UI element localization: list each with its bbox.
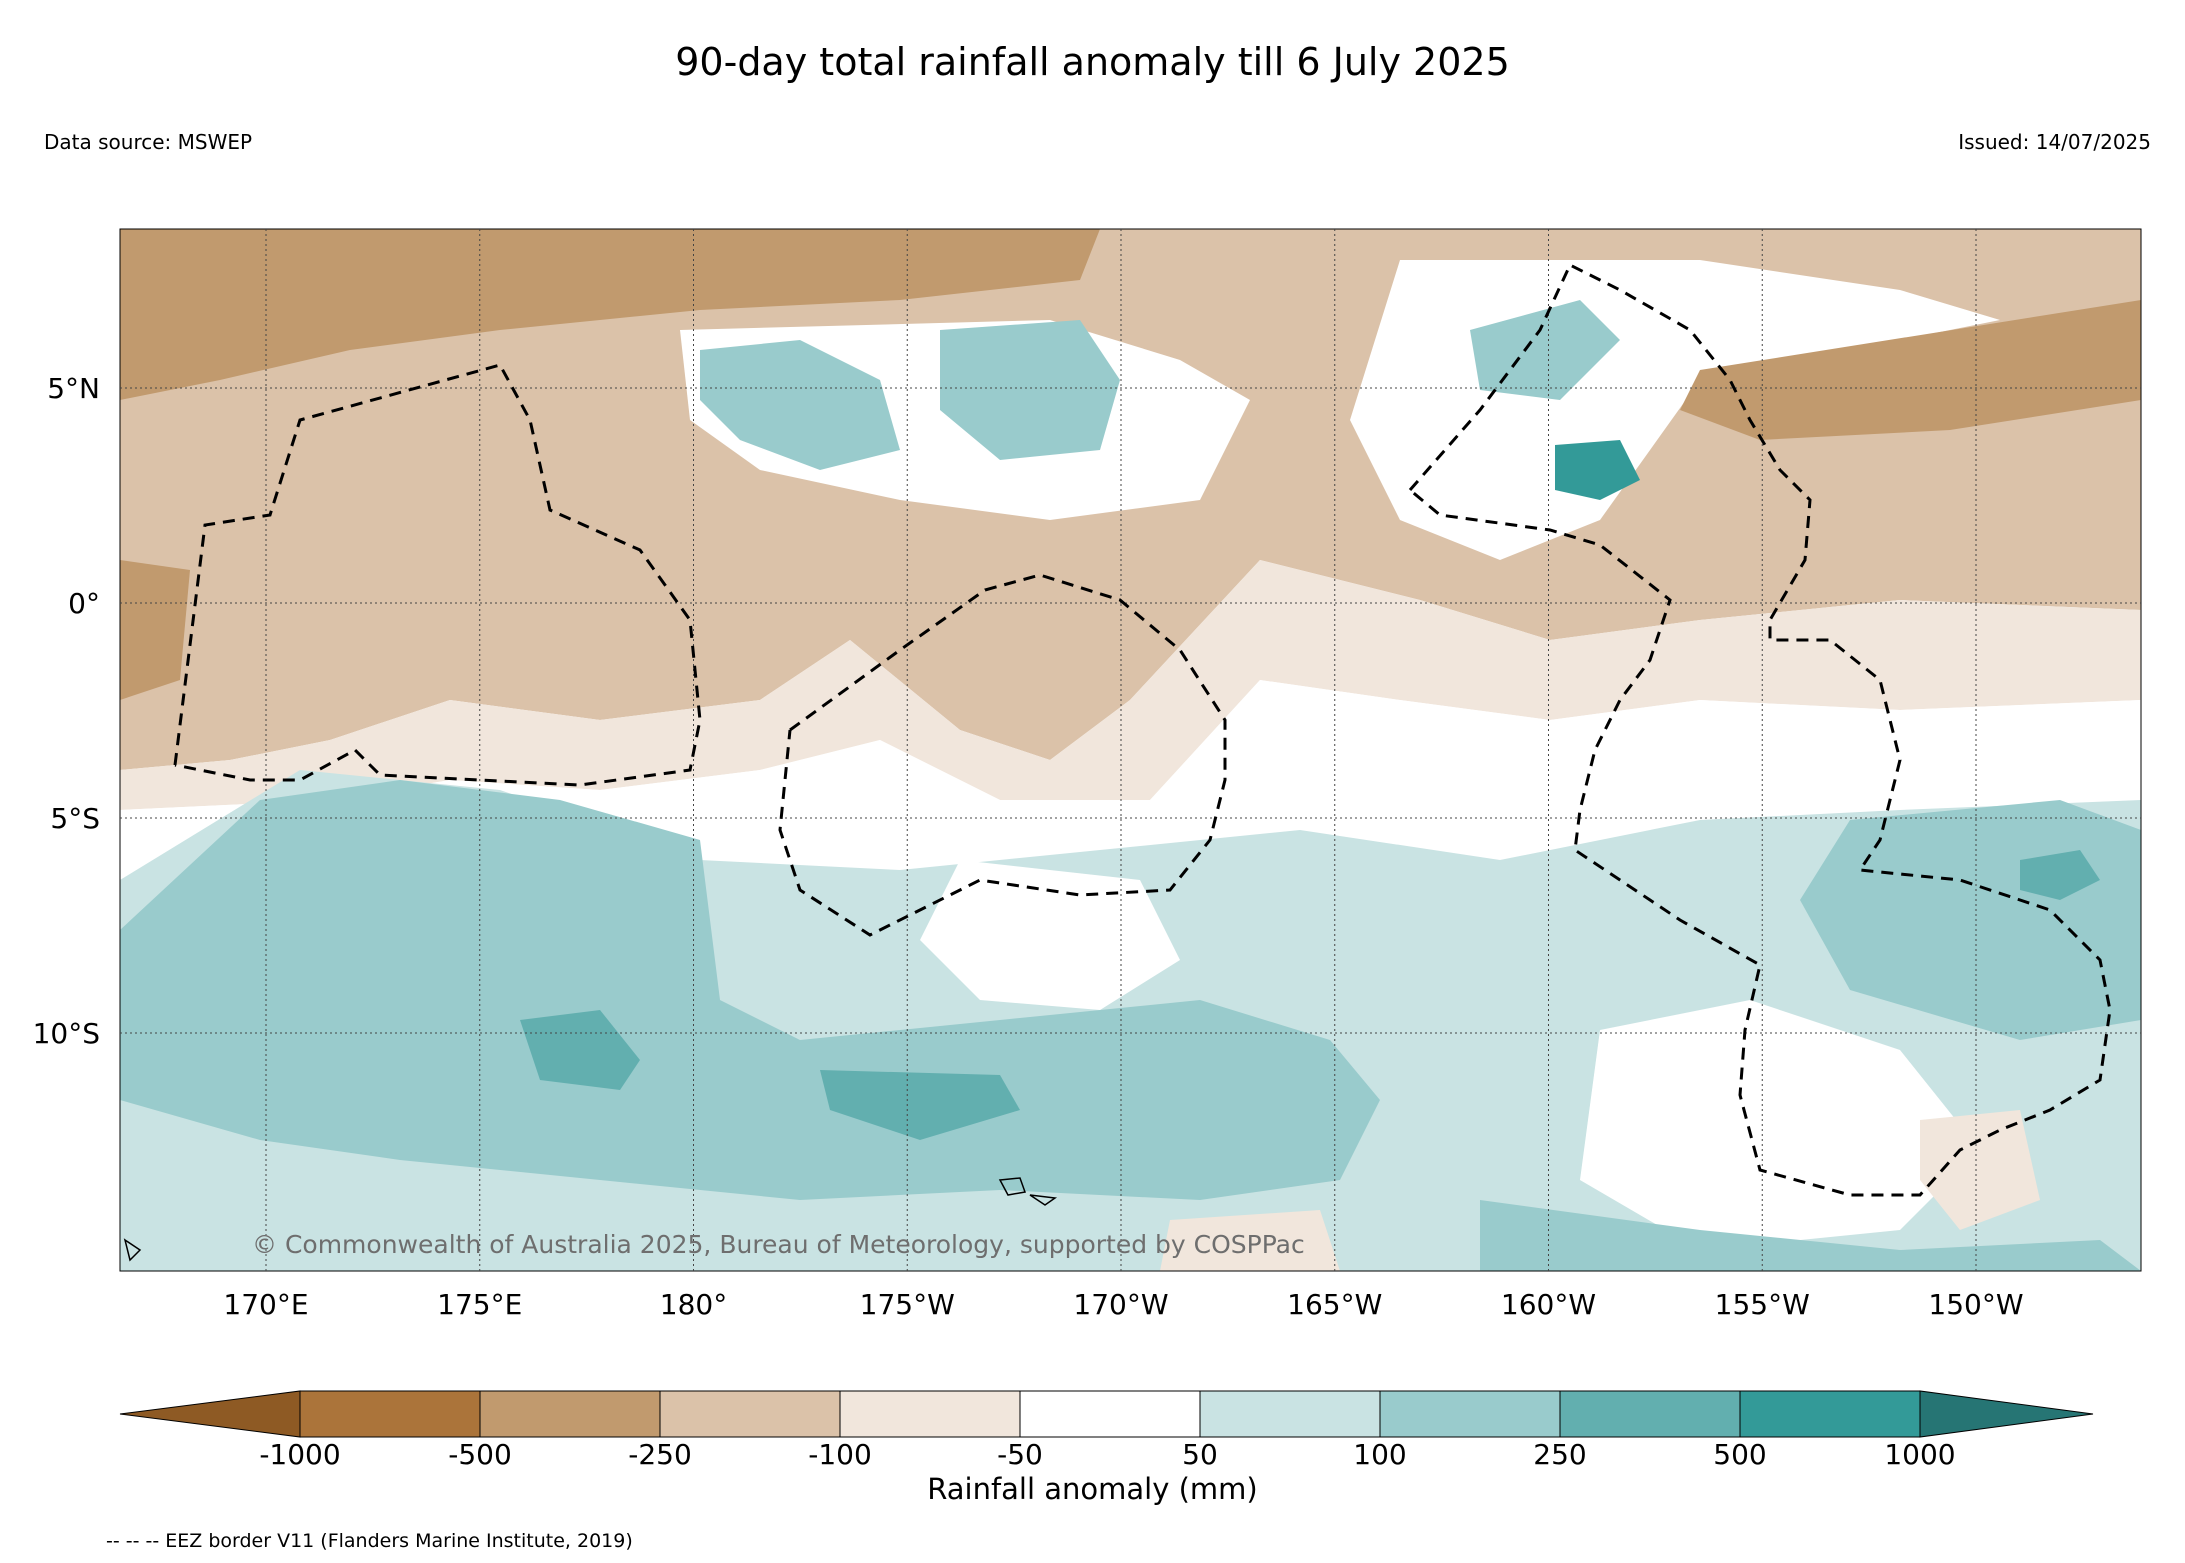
wet-core-south [120,780,1380,1200]
colorbar-swatch [659,1390,841,1438]
longitude-tick-label: 175°W [860,1288,955,1321]
chart-title: 90-day total rainfall anomaly till 6 Jul… [675,40,1510,84]
longitude-tick-label: 160°W [1501,1288,1596,1321]
wet-strong-patch-3 [2020,850,2100,900]
latitude-tick-label: 5°N [47,372,100,405]
eez-border-line-islands [1408,262,2112,1197]
neutral-gap-southeast [1580,1000,1980,1250]
colorbar-title: Rainfall anomaly (mm) [927,1472,1258,1506]
light-dry-patch-south-2 [1160,1210,1340,1271]
colorbar-swatch [479,1390,661,1438]
wet-patch-north-central-3 [940,320,1120,460]
colorbar-tick-label: -100 [808,1438,872,1471]
dry-core-northeast [1680,300,2141,440]
colorbar-swatch [1379,1390,1561,1438]
latitude-tick-label: 10°S [33,1017,100,1050]
dry-core-north [120,229,1100,400]
island-outline-2 [1029,1194,1058,1206]
coastlines [123,1177,1058,1262]
colorbar-tick-label: 100 [1353,1438,1407,1471]
data-source: Data source: MSWEP [44,130,253,154]
colorbar-tick-label: -50 [997,1438,1043,1471]
wet-patch-north-central-2 [700,340,900,470]
longitude-tick-label: 170°W [1073,1288,1168,1321]
light-dry-patch-south [1920,1110,2040,1230]
wet-strong-patch-2 [820,1070,1020,1140]
wet-band-south-east [1480,1200,2141,1271]
eez-border-phoenix [778,573,1227,937]
island-outline-3 [123,1238,142,1262]
eez-borders [173,262,2112,1197]
colorbar-swatch [299,1390,481,1438]
eez-legend-note: -- -- -- EEZ border V11 (Flanders Marine… [106,1530,633,1552]
island-outline-1 [998,1177,1027,1196]
colorbar-extend-low [119,1390,301,1438]
colorbar-tick-label: 250 [1533,1438,1587,1471]
colorbar-tick-label: 1000 [1884,1438,1956,1471]
latitude-tick-labels: 5°N 0° 5°S 10°S [33,372,100,1050]
latitude-tick-label: 0° [68,587,100,620]
anomaly-field [120,229,2141,1271]
longitude-tick-label: 175°E [437,1288,522,1321]
wet-strong-patch-1 [520,1010,640,1090]
colorbar-swatch [1199,1390,1381,1438]
colorbar-tick-label: 50 [1182,1438,1218,1471]
issued-date: Issued: 14/07/2025 [1958,130,2151,154]
colorbar [119,1390,2094,1438]
colorbar-swatch [839,1390,1021,1438]
longitude-tick-labels: 170°E 175°E 180° 175°W 170°W 165°W 160°W 155°W 1… [223,1288,2023,1321]
colorbar-swatch [1559,1390,1741,1438]
map-frame [119,228,2142,1272]
longitude-tick-label: 165°W [1287,1288,1382,1321]
latitude-tick-label: 5°S [50,802,100,835]
copyright-notice: © Commonwealth of Australia 2025, Bureau… [252,1230,1305,1259]
colorbar-tick-label: -500 [448,1438,512,1471]
colorbar-tick-label: -250 [628,1438,692,1471]
colorbar-tick-label: 500 [1713,1438,1767,1471]
longitude-tick-label: 180° [660,1288,727,1321]
wet-core-northeast [1555,440,1640,500]
light-dry-transition [120,560,2141,810]
dry-core-west-equator [120,560,190,700]
colorbar-swatch [1019,1390,1201,1438]
colorbar-tick-label: -1000 [259,1438,341,1471]
colorbar-extend-high [1919,1390,2094,1438]
colorbar-swatch [1739,1390,1921,1438]
longitude-tick-label: 150°W [1928,1288,2023,1321]
longitude-tick-label: 170°E [223,1288,308,1321]
neutral-gap-south-central [920,860,1180,1010]
longitude-tick-label: 155°W [1715,1288,1810,1321]
